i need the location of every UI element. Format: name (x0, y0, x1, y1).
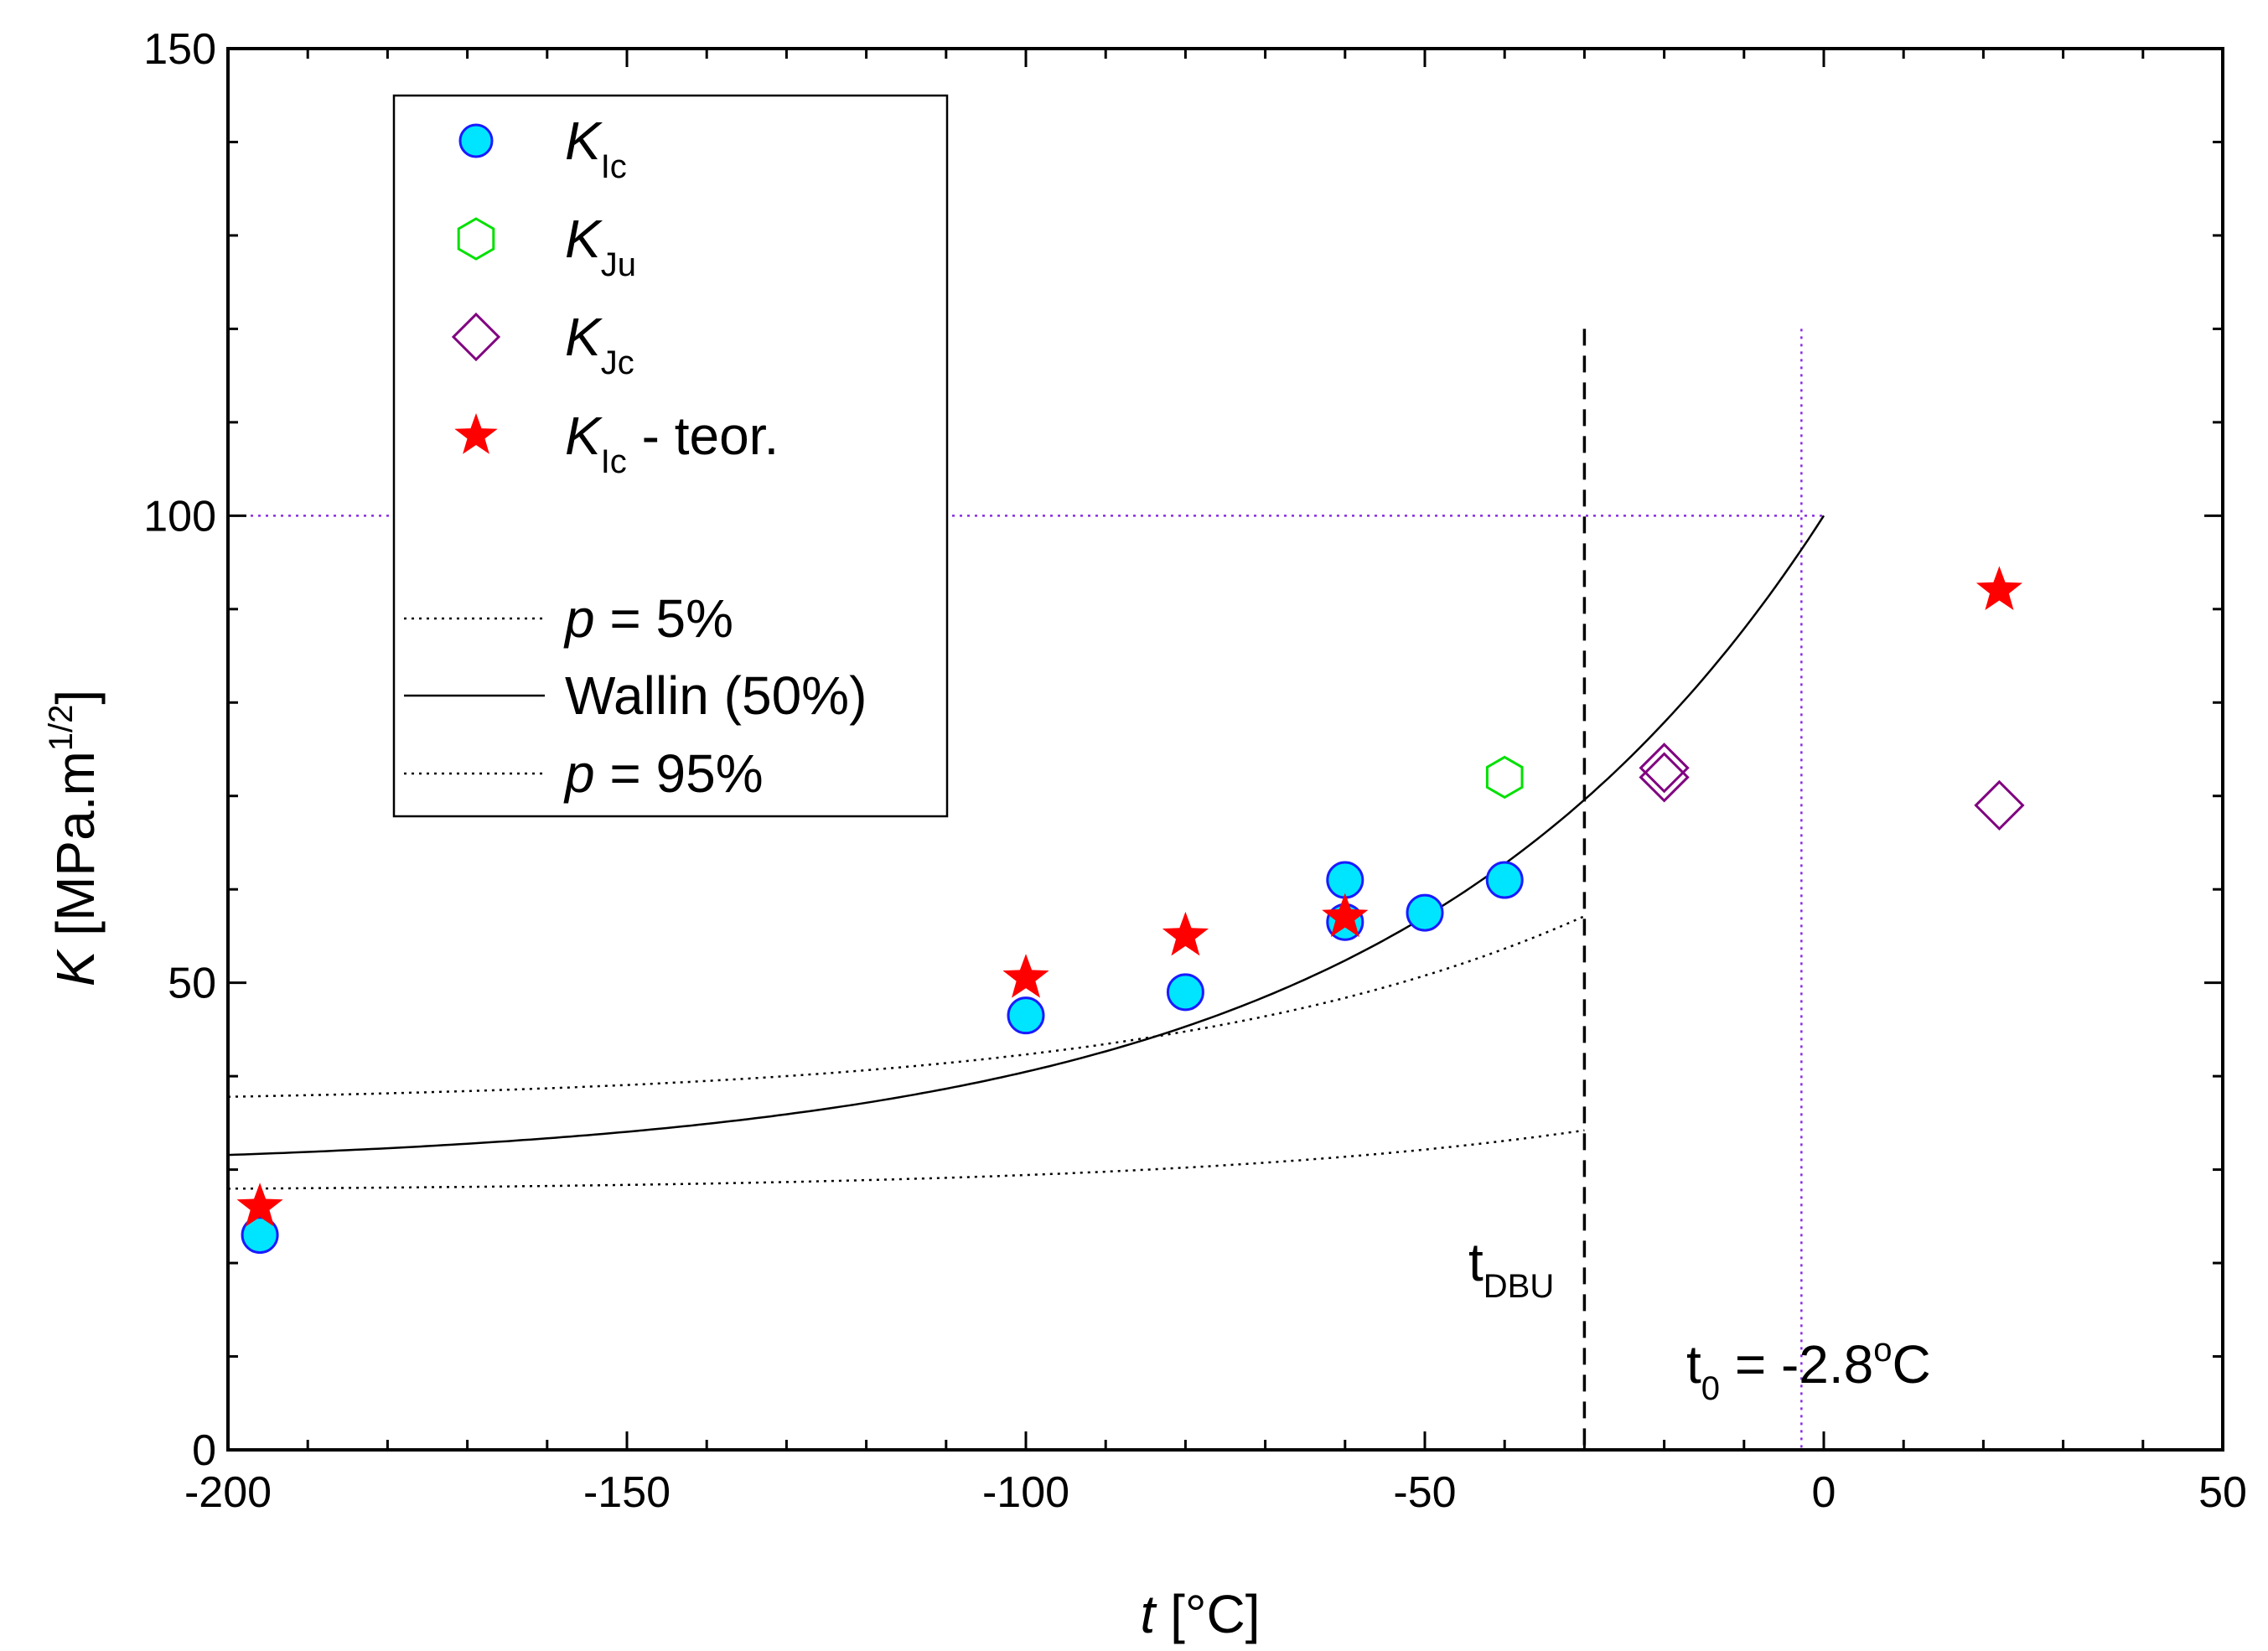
point-kjc (1974, 779, 2025, 831)
legend-entry-kju: KJu (457, 209, 636, 283)
legend-var: K (565, 406, 603, 466)
legend: KIc KJu KJc KIc - teor. p = 5% Wallin (5… (392, 94, 949, 818)
y-tick-label: 150 (143, 25, 216, 74)
legend-star-marker (454, 413, 498, 454)
legend-rest: Wallin (50%) (565, 665, 867, 726)
x-axis-var: t (1141, 1584, 1157, 1644)
curves (227, 515, 1825, 1190)
annotation-t0-main: t (1686, 1334, 1701, 1395)
y-axis-var: K (45, 948, 106, 986)
legend-circle-marker (458, 123, 494, 158)
point-kic (1007, 996, 1045, 1035)
x-tick-label: -150 (583, 1468, 671, 1517)
svg-text:KIc - teor.: KIc - teor. (565, 406, 779, 480)
x-tick-label: 0 (1812, 1468, 1836, 1517)
tick-labels: -200 -150 -100 -50 0 50 0 50 100 150 (143, 25, 2247, 1517)
legend-entry-kic-teor: KIc - teor. (454, 406, 779, 480)
point-kic-teor (1162, 911, 1209, 956)
legend-sub: Jc (601, 344, 634, 381)
legend-entry-kjc: KJc (451, 307, 634, 381)
legend-italic: p (563, 588, 595, 649)
annotation-tdbu: tDBU (1468, 1232, 1554, 1305)
x-tick-label: 50 (2198, 1468, 2247, 1517)
legend-sub: Ic (601, 443, 627, 480)
annotation-t0-sub: 0 (1701, 1370, 1720, 1407)
point-kic (1166, 973, 1204, 1012)
svg-text:Wallin (50%): Wallin (50%) (565, 665, 867, 726)
x-tick-label: -50 (1393, 1468, 1456, 1517)
svg-text:KIc: KIc (565, 111, 627, 185)
svg-text:p = 95%: p = 95% (563, 743, 764, 804)
y-tick-label: 100 (143, 492, 216, 541)
svg-text:K [MPa.m1/2]: K [MPa.m1/2] (43, 690, 106, 986)
point-kjc (1639, 743, 1690, 794)
x-axis-title: t [°C] (1141, 1584, 1261, 1644)
y-tick-label: 0 (192, 1426, 216, 1475)
probability-curve (227, 915, 1585, 1098)
legend-line-p5: p = 5% (404, 588, 733, 649)
svg-text:KJc: KJc (565, 307, 634, 381)
y-axis-unit: [MPa.m (45, 751, 106, 950)
y-axis-close: ] (45, 690, 106, 705)
data-markers (236, 566, 2025, 1255)
point-kic (1326, 861, 1364, 899)
point-kic-teor (236, 1183, 283, 1227)
legend-var: K (565, 111, 603, 171)
point-kic (1485, 861, 1524, 899)
point-kic (241, 1216, 279, 1255)
annotation-tdbu-sub: DBU (1484, 1268, 1554, 1305)
legend-line-wallin: Wallin (50%) (404, 665, 867, 726)
y-axis-sup: 1/2 (43, 705, 80, 752)
point-kjc (1639, 752, 1690, 803)
legend-suffix: - teor. (627, 406, 779, 466)
legend-hexagon-marker (457, 217, 495, 261)
legend-var: K (565, 209, 603, 269)
legend-italic: p (563, 743, 595, 804)
probability-curve (227, 1129, 1585, 1190)
x-tick-label: -100 (982, 1468, 1069, 1517)
legend-var: K (565, 307, 603, 367)
point-kic (1406, 893, 1444, 932)
legend-entry-kic: KIc (458, 111, 627, 185)
point-kic-teor (1002, 954, 1049, 998)
point-kju (1485, 755, 1524, 800)
svg-text:KJu: KJu (565, 209, 636, 283)
legend-diamond-marker (451, 312, 501, 362)
point-kic-teor (1322, 893, 1369, 938)
x-axis-unit: [°C] (1155, 1584, 1260, 1644)
annotation-tdbu-main: t (1468, 1232, 1484, 1292)
x-tick-label: -200 (184, 1468, 272, 1517)
legend-rest: = 5% (595, 588, 733, 649)
annotation-t0-deg: o (1873, 1332, 1892, 1369)
annotation-t0-unit: C (1893, 1334, 1931, 1395)
annotation-t0: t0 = -2.8oC (1686, 1332, 1931, 1407)
annotation-t0-rest: = -2.8 (1720, 1334, 1873, 1395)
svg-text:p = 5%: p = 5% (563, 588, 733, 649)
legend-sub: Ju (601, 246, 636, 283)
y-axis-title: K [MPa.m1/2] (43, 690, 106, 986)
legend-rest: = 95% (595, 743, 764, 804)
legend-sub: Ic (601, 148, 627, 185)
legend-line-p95: p = 95% (404, 743, 764, 804)
axis-ticks (226, 47, 2224, 1452)
wallin-curve (227, 515, 1825, 1157)
point-kic-teor (1975, 566, 2022, 610)
plot-frame (226, 47, 2224, 1452)
y-tick-label: 50 (168, 960, 216, 1008)
